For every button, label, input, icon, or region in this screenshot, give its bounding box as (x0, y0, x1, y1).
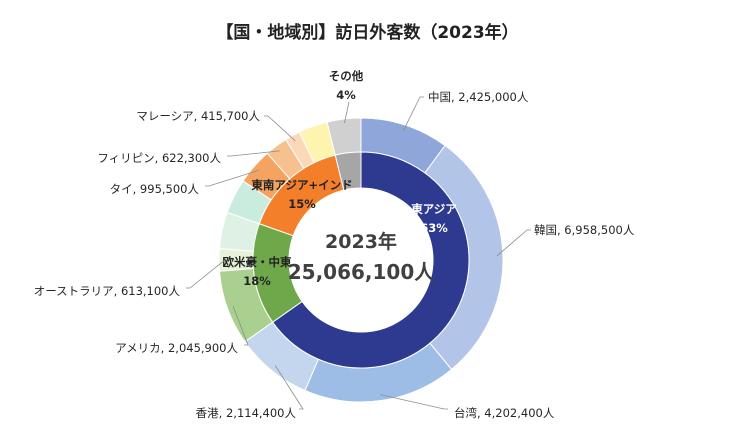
center-total: 25,066,100人 (288, 260, 436, 284)
region-name-label: 東アジア (411, 202, 457, 216)
outer-slice-label: 台湾, 4,202,400人 (454, 406, 555, 420)
callout-leader-line (496, 229, 531, 257)
region-percent-label: 4% (336, 88, 356, 102)
outer-slice-label: オーストラリア, 613,100人 (34, 284, 181, 298)
callout-leader-line (344, 101, 350, 124)
chart-title: 【国・地域別】訪日外客数（2023年） (216, 23, 519, 43)
center-year: 2023年 (325, 230, 397, 253)
callout-leader-line (264, 115, 296, 142)
callout-leader-line (186, 259, 226, 289)
outer-slice-label: タイ, 995,500人 (110, 182, 200, 196)
region-name-label: 東南アジア+インド (251, 178, 352, 192)
inner-slice-3 (252, 223, 303, 323)
callout-leader-line (232, 305, 249, 346)
callout-leader-line (227, 150, 280, 157)
region-percent-label: 15% (288, 197, 316, 211)
callout-leader-line (205, 169, 259, 187)
callout-leader-line (274, 365, 304, 410)
outer-slice-label: マレーシア, 415,700人 (136, 109, 260, 123)
region-percent-label: 63% (420, 221, 448, 235)
inner-slice-1 (271, 151, 470, 369)
callout-leader-line (402, 96, 424, 131)
callout-leader-line (380, 394, 448, 410)
outer-slice-label: フィリピン, 622,300人 (97, 151, 221, 165)
region-percent-label: 18% (243, 274, 271, 288)
inner-slice-4 (334, 151, 362, 191)
region-name-label: 欧米豪・中東 (223, 255, 292, 269)
outer-slice-label: 韓国, 6,958,500人 (534, 223, 635, 237)
region-name-label: その他 (329, 69, 364, 83)
outer-slice-label: 香港, 2,114,400人 (196, 406, 297, 420)
outer-slice-label: 中国, 2,425,000人 (428, 90, 529, 104)
outer-slice-label: アメリカ, 2,045,900人 (115, 341, 238, 355)
